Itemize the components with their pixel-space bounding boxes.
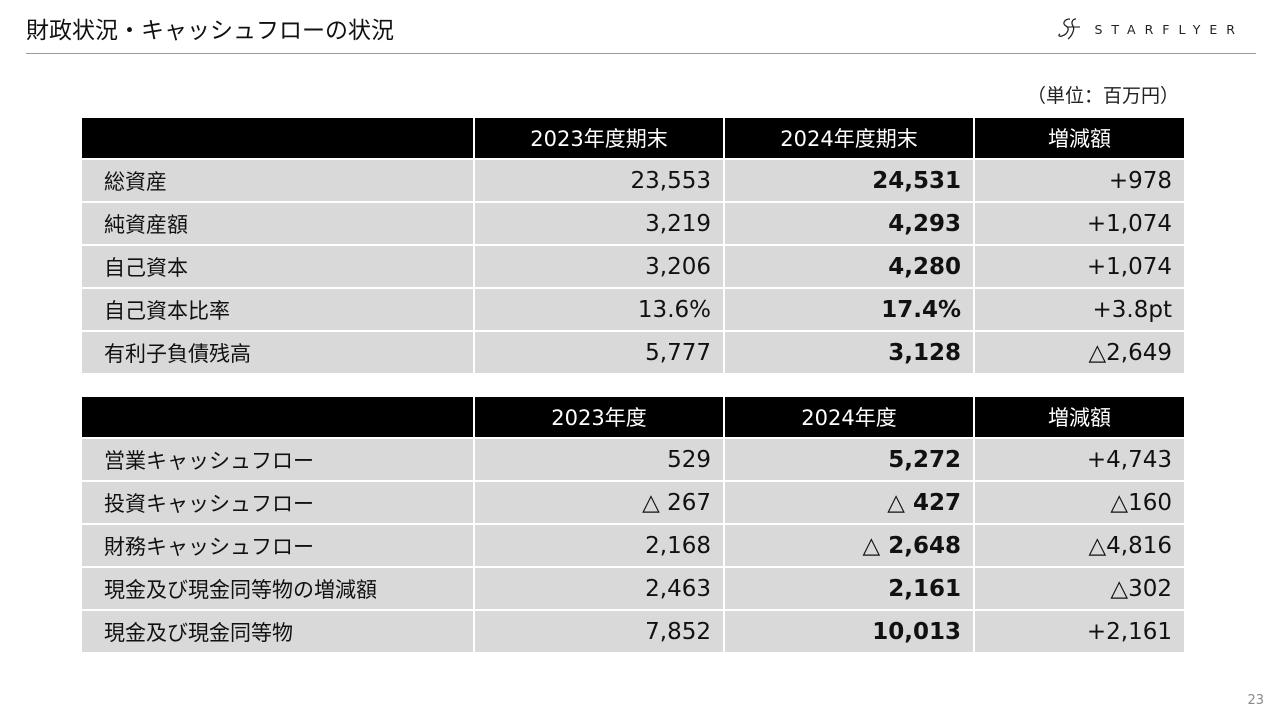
title-divider <box>26 53 1256 54</box>
value-2023: 5,777 <box>475 332 725 375</box>
value-change: +3.8pt <box>975 289 1184 332</box>
table-row: 純資産額 3,219 4,293 +1,074 <box>82 203 1184 246</box>
page-title: 財政状況・キャッシュフローの状況 <box>26 18 394 44</box>
row-label: 現金及び現金同等物 <box>82 611 475 654</box>
header-change: 増減額 <box>975 118 1184 160</box>
value-2024: 10,013 <box>725 611 975 654</box>
value-change: +2,161 <box>975 611 1184 654</box>
row-label: 有利子負債残高 <box>82 332 475 375</box>
table-row: 有利子負債残高 5,777 3,128 △2,649 <box>82 332 1184 375</box>
value-2024: 24,531 <box>725 160 975 203</box>
value-change: +1,074 <box>975 246 1184 289</box>
row-label: 自己資本比率 <box>82 289 475 332</box>
company-logo: STARFLYER <box>1056 12 1244 46</box>
table-row: 現金及び現金同等物の増減額 2,463 2,161 △302 <box>82 568 1184 611</box>
row-label: 財務キャッシュフロー <box>82 525 475 568</box>
table-row: 営業キャッシュフロー 529 5,272 +4,743 <box>82 439 1184 482</box>
header-fy2023: 2023年度 <box>475 397 725 439</box>
balance-sheet-table: 2023年度期末 2024年度期末 増減額 総資産 23,553 24,531 … <box>82 118 1184 375</box>
row-label: 営業キャッシュフロー <box>82 439 475 482</box>
page-number: 23 <box>1247 693 1264 708</box>
table-header-row: 2023年度 2024年度 増減額 <box>82 397 1184 439</box>
header-change: 増減額 <box>975 397 1184 439</box>
table-row: 総資産 23,553 24,531 +978 <box>82 160 1184 203</box>
value-2024: 4,293 <box>725 203 975 246</box>
value-change: △302 <box>975 568 1184 611</box>
value-change: △4,816 <box>975 525 1184 568</box>
value-2023: 3,219 <box>475 203 725 246</box>
starflyer-emblem-icon <box>1058 18 1081 40</box>
cashflow-table: 2023年度 2024年度 増減額 営業キャッシュフロー 529 5,272 +… <box>82 397 1184 654</box>
logo-text: STARFLYER <box>1094 21 1244 37</box>
header-fy2024: 2024年度 <box>725 397 975 439</box>
value-change: △2,649 <box>975 332 1184 375</box>
header-fy2023-end: 2023年度期末 <box>475 118 725 160</box>
value-2023: 13.6% <box>475 289 725 332</box>
value-2023: 7,852 <box>475 611 725 654</box>
table-row: 投資キャッシュフロー △ 267 △ 427 △160 <box>82 482 1184 525</box>
row-label: 純資産額 <box>82 203 475 246</box>
table-header-row: 2023年度期末 2024年度期末 増減額 <box>82 118 1184 160</box>
value-change: +4,743 <box>975 439 1184 482</box>
value-2023: 23,553 <box>475 160 725 203</box>
table-row: 自己資本 3,206 4,280 +1,074 <box>82 246 1184 289</box>
value-2023: △ 267 <box>475 482 725 525</box>
value-2023: 529 <box>475 439 725 482</box>
row-label: 投資キャッシュフロー <box>82 482 475 525</box>
value-change: +978 <box>975 160 1184 203</box>
row-label: 自己資本 <box>82 246 475 289</box>
row-label: 総資産 <box>82 160 475 203</box>
value-2024: △ 2,648 <box>725 525 975 568</box>
value-2024: △ 427 <box>725 482 975 525</box>
header-fy2024-end: 2024年度期末 <box>725 118 975 160</box>
row-label: 現金及び現金同等物の増減額 <box>82 568 475 611</box>
unit-label: （単位：百万円） <box>1026 85 1179 107</box>
table-row: 現金及び現金同等物 7,852 10,013 +2,161 <box>82 611 1184 654</box>
value-2023: 2,168 <box>475 525 725 568</box>
value-change: △160 <box>975 482 1184 525</box>
table-row: 自己資本比率 13.6% 17.4% +3.8pt <box>82 289 1184 332</box>
value-2023: 2,463 <box>475 568 725 611</box>
table-row: 財務キャッシュフロー 2,168 △ 2,648 △4,816 <box>82 525 1184 568</box>
header-blank <box>82 397 475 439</box>
value-2024: 5,272 <box>725 439 975 482</box>
value-2024: 3,128 <box>725 332 975 375</box>
value-2023: 3,206 <box>475 246 725 289</box>
value-change: +1,074 <box>975 203 1184 246</box>
value-2024: 2,161 <box>725 568 975 611</box>
value-2024: 4,280 <box>725 246 975 289</box>
value-2024: 17.4% <box>725 289 975 332</box>
header-blank <box>82 118 475 160</box>
